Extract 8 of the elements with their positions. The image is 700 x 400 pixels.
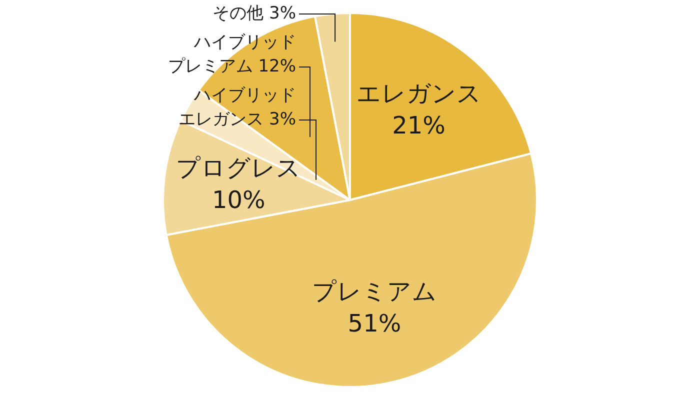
data-label: 10% <box>212 186 266 214</box>
slice-label: その他 3% <box>212 3 296 24</box>
data-label: 21% <box>392 112 446 140</box>
slice-label: エレガンス <box>356 80 482 108</box>
slice-label: プレミアム <box>312 278 437 306</box>
slice-label: プログレス <box>176 154 302 182</box>
slice-label: ハイブリッドエレガンス 3% <box>178 85 296 130</box>
data-label: 51% <box>348 310 402 338</box>
